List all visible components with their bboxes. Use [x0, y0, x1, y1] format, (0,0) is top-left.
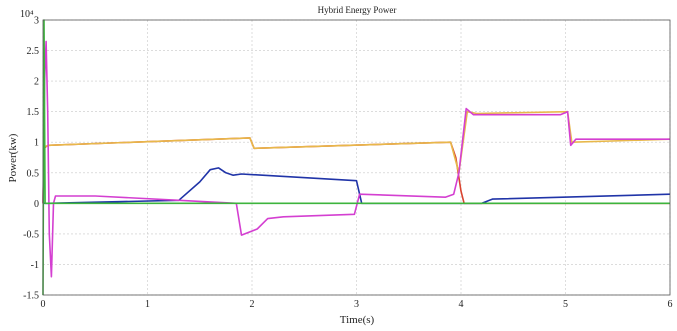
x-tick-label: 6 — [668, 299, 673, 310]
y-tick-label: 1 — [34, 138, 39, 149]
series-line-4 — [42, 40, 670, 278]
x-tick-label: 5 — [563, 299, 568, 310]
x-tick-label: 0 — [41, 299, 46, 310]
x-tick-label: 4 — [459, 299, 464, 310]
series-line-5 — [42, 19, 670, 296]
chart-title: Hybrid Energy Power — [318, 5, 397, 15]
y-tick-label: 2.5 — [27, 46, 40, 57]
x-tick-label: 2 — [250, 299, 255, 310]
plot-frame — [42, 19, 671, 296]
x-tick-label: 1 — [145, 299, 150, 310]
y-tick-label: 0.5 — [27, 168, 40, 179]
y-tick-label: 1.5 — [27, 107, 40, 118]
ticks: 0 1 2 3 4 5 6 -1.5 -1 -0.5 0 0.5 1 1.5 2 2.5 3 — [23, 16, 672, 311]
y-exponent-label: 10⁴ — [20, 9, 34, 20]
y-tick-label: 0 — [34, 199, 39, 210]
y-tick-label: 3 — [34, 16, 39, 27]
series-layer — [42, 19, 671, 296]
y-axis-label: Power(kw) — [7, 133, 19, 182]
x-axis-label: Time(s) — [340, 314, 375, 326]
y-tick-label: -1.5 — [23, 291, 39, 302]
y-tick-label: 2 — [34, 77, 39, 88]
x-tick-label: 3 — [354, 299, 359, 310]
y-tick-label: -1 — [31, 260, 39, 271]
y-tick-label: -0.5 — [23, 229, 39, 240]
